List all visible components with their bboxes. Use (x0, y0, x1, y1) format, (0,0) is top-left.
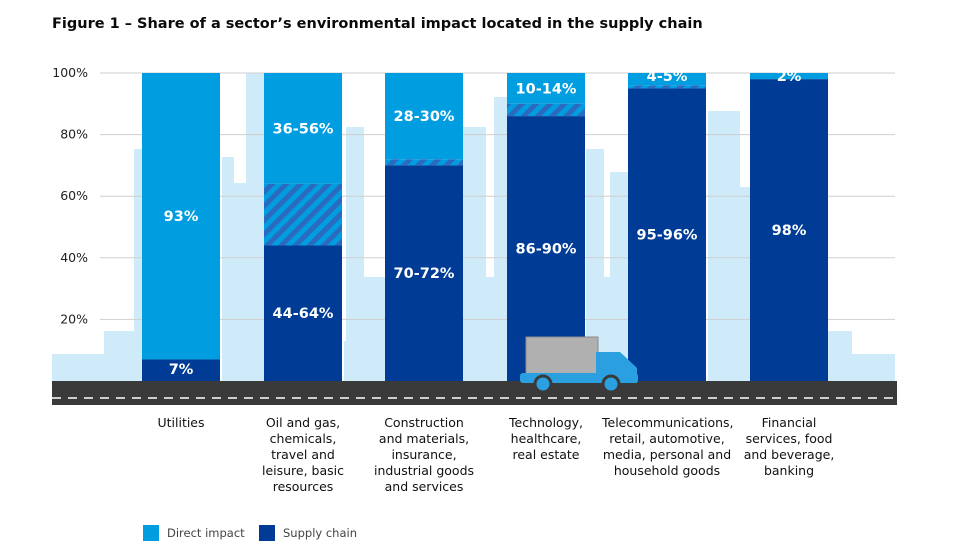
data-label-supply: 86-90% (516, 242, 577, 258)
skyline-block (52, 354, 108, 381)
legend-supply: Supply chain (259, 525, 357, 541)
x-category-label: Utilities (116, 415, 246, 431)
data-label-direct: 10-14% (516, 81, 577, 97)
x-category-label-line: and services (384, 479, 464, 494)
skyline-block (222, 332, 260, 381)
skyline-block (346, 127, 364, 381)
x-category-label: Technology, healthcare, real estate (481, 415, 611, 463)
bar-direct (385, 73, 463, 160)
bar-supply (628, 88, 706, 382)
skyline-block (462, 127, 486, 381)
x-category-label-line: and beverage, (743, 447, 835, 462)
skyline-block (740, 187, 750, 381)
x-category-label-line: Telecommunications, (602, 415, 734, 430)
road-surface (52, 381, 897, 405)
x-category-label-line: chemicals, (269, 431, 337, 446)
x-category-label-line: Oil and gas, (265, 415, 341, 430)
data-label-supply: 95-96% (637, 228, 698, 244)
data-label-supply: 7% (169, 362, 194, 378)
truck-wheel (601, 374, 621, 394)
legend-direct-swatch (143, 525, 159, 541)
skyline-block (828, 331, 852, 381)
skyline-block (610, 172, 628, 381)
truck-wheel (533, 374, 553, 394)
skyline-block (246, 73, 264, 381)
x-category-label-line: household goods (613, 463, 721, 478)
skyline-block (602, 277, 612, 381)
truck-body (525, 336, 599, 378)
legend-direct-label: Direct impact (167, 526, 245, 540)
data-label-direct: 93% (164, 209, 199, 225)
bar-range-hatch (385, 159, 463, 166)
x-category-label-line: Utilities (157, 415, 205, 430)
data-label-direct: 2% (777, 69, 802, 85)
y-tick-label: 40% (60, 250, 88, 265)
bar-direct (142, 73, 220, 360)
skyline-block (494, 97, 510, 381)
bar-supply (142, 359, 220, 381)
x-category-label-line: leisure, basic (261, 463, 345, 478)
x-category-label-line: media, personal and (602, 447, 732, 462)
x-category-label-line: resources (272, 479, 334, 494)
bar-range-hatch (507, 103, 585, 117)
skyline-block (134, 149, 144, 381)
x-category-label-line: real estate (512, 447, 580, 462)
x-category-label-line: Financial (761, 415, 817, 430)
data-label-direct: 36-56% (273, 121, 334, 137)
truck-illustration (520, 336, 638, 394)
x-category-label: Oil and gas, chemicals, travel and leisure,… (238, 415, 368, 495)
y-tick-label: 20% (60, 311, 88, 326)
x-category-label-line: healthcare, (510, 431, 582, 446)
x-category-label-line: insurance, (391, 447, 457, 462)
skyline-block (708, 371, 728, 381)
skyline-block (586, 149, 604, 381)
skyline-block (364, 277, 386, 381)
skyline-block (222, 157, 234, 381)
data-label-supply: 70-72% (394, 266, 455, 282)
y-tick-label: 80% (60, 127, 88, 142)
bar-range-hatch (628, 85, 706, 89)
x-category-label: Financial services, food and beverage, bank… (724, 415, 854, 479)
data-label-direct: 4-5% (647, 69, 688, 85)
legend-direct: Direct impact (143, 525, 245, 541)
bar-direct (628, 73, 706, 86)
bar-direct (264, 73, 342, 184)
x-category-label-line: retail, automotive, (609, 431, 725, 446)
y-tick-label: 60% (60, 188, 88, 203)
x-category-label-line: Technology, (509, 415, 583, 430)
data-label-supply: 44-64% (273, 306, 334, 322)
bar-supply (750, 79, 828, 381)
bar-supply (264, 245, 342, 381)
bar-range-hatch (264, 183, 342, 246)
x-category-label-line: banking (763, 463, 815, 478)
bar-direct (750, 73, 828, 80)
skyline-block (232, 183, 246, 381)
y-axis: 20% 40% 60% 80% 100% (52, 65, 88, 326)
x-category-label-line: travel and (271, 447, 335, 462)
bar-direct (507, 73, 585, 104)
bars: 93% 7% 36-56% 44-64% 28-30% 70-72% 10-14% 86-90… (142, 69, 828, 382)
x-category-label-line: and materials, (378, 431, 470, 446)
x-category-label-line: services, food (745, 431, 833, 446)
x-category-label: Construction and materials, insurance, indu… (359, 415, 489, 495)
data-label-direct: 28-30% (394, 109, 455, 125)
skyline-block (708, 111, 740, 381)
chart-title: Figure 1 – Share of a sector’s environme… (52, 16, 703, 32)
x-category-label: Telecommunications, retail, automotive, me… (602, 415, 734, 479)
x-category-label-line: Construction (384, 415, 464, 430)
legend-supply-swatch (259, 525, 275, 541)
bar-supply (385, 165, 463, 381)
legend-supply-label: Supply chain (283, 526, 357, 540)
x-category-label-line: industrial goods (373, 463, 475, 478)
skyline-block (852, 354, 895, 381)
road (52, 381, 897, 405)
data-label-supply: 98% (772, 223, 807, 239)
y-tick-label: 100% (52, 65, 88, 80)
